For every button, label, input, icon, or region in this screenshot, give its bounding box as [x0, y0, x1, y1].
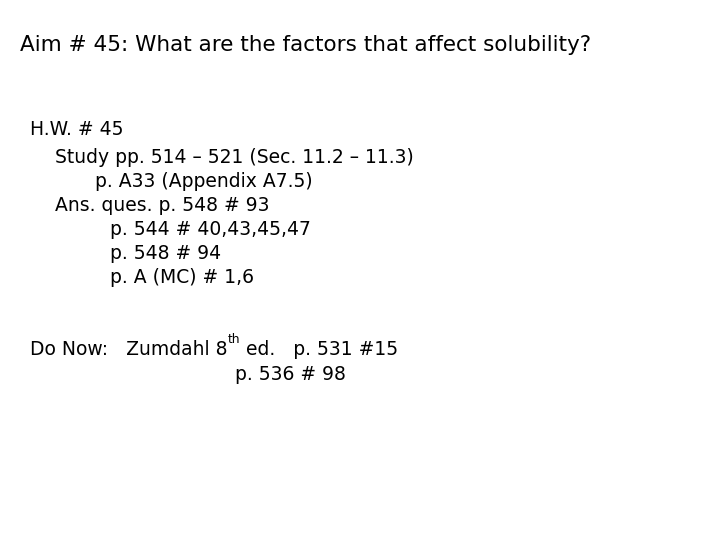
Text: Study pp. 514 – 521 (Sec. 11.2 – 11.3): Study pp. 514 – 521 (Sec. 11.2 – 11.3): [55, 148, 414, 167]
Text: Aim # 45: What are the factors that affect solubility?: Aim # 45: What are the factors that affe…: [20, 35, 591, 55]
Text: th: th: [228, 333, 240, 346]
Text: Ans. ques. p. 548 # 93: Ans. ques. p. 548 # 93: [55, 196, 269, 215]
Text: H.W. # 45: H.W. # 45: [30, 120, 124, 139]
Text: p. 544 # 40,43,45,47: p. 544 # 40,43,45,47: [110, 220, 311, 239]
Text: p. A (MC) # 1,6: p. A (MC) # 1,6: [110, 268, 254, 287]
Text: p. 548 # 94: p. 548 # 94: [110, 244, 221, 263]
Text: ed.   p. 531 #15: ed. p. 531 #15: [240, 340, 398, 359]
Text: p. 536 # 98: p. 536 # 98: [235, 365, 346, 384]
Text: p. A33 (Appendix A7.5): p. A33 (Appendix A7.5): [95, 172, 312, 191]
Text: Do Now:   Zumdahl 8: Do Now: Zumdahl 8: [30, 340, 228, 359]
